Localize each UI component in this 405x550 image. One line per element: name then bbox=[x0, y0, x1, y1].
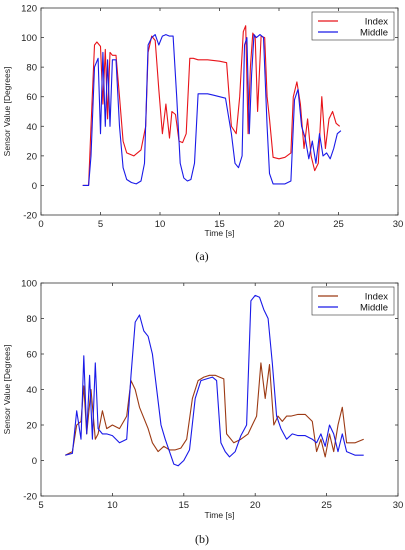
series-line-middle bbox=[82, 34, 342, 186]
legend-label-middle: Middle bbox=[360, 303, 388, 314]
series-lines bbox=[82, 25, 342, 186]
x-tick-label: 10 bbox=[155, 219, 166, 230]
legend-label-index: Index bbox=[365, 17, 388, 28]
y-tick-label: 0 bbox=[32, 456, 37, 467]
x-tick-label: 15 bbox=[214, 219, 225, 230]
x-tick-label: 20 bbox=[250, 500, 261, 511]
y-axis-label: Sensor Value [Degrees] bbox=[2, 67, 12, 157]
caption: (b) bbox=[195, 532, 209, 546]
y-tick-label: 20 bbox=[26, 421, 37, 432]
x-tick-label: 30 bbox=[393, 219, 404, 230]
x-tick-label: 25 bbox=[321, 500, 332, 511]
x-axis-label: Time [s] bbox=[205, 228, 235, 238]
y-tick-label: 60 bbox=[26, 92, 37, 103]
x-tick-label: 30 bbox=[393, 500, 404, 511]
x-tick-label: 0 bbox=[38, 219, 43, 230]
x-axis-label: Time [s] bbox=[205, 510, 235, 520]
plot-area bbox=[40, 7, 399, 216]
y-tick-label: 60 bbox=[26, 350, 37, 361]
caption: (a) bbox=[195, 249, 208, 263]
x-tick-label: 25 bbox=[333, 219, 344, 230]
x-tick-label: 5 bbox=[38, 500, 43, 511]
y-tick-label: 120 bbox=[21, 4, 37, 15]
y-tick-label: 100 bbox=[21, 33, 37, 44]
x-tick-label: 5 bbox=[98, 219, 103, 230]
plot-area bbox=[40, 282, 399, 497]
y-tick-label: 40 bbox=[26, 385, 37, 396]
y-tick-label: 100 bbox=[21, 279, 37, 290]
series-lines bbox=[65, 294, 364, 467]
y-tick-label: -20 bbox=[23, 492, 37, 503]
x-tick-label: 20 bbox=[274, 219, 285, 230]
y-tick-label: 20 bbox=[26, 151, 37, 162]
y-tick-label: 80 bbox=[26, 314, 37, 325]
series-line-middle bbox=[65, 294, 364, 467]
x-tick-label: 15 bbox=[179, 500, 190, 511]
legend-label-index: Index bbox=[365, 292, 388, 303]
legend-box bbox=[311, 286, 395, 316]
y-tick-label: 80 bbox=[26, 63, 37, 74]
y-tick-label: -20 bbox=[23, 211, 37, 222]
y-tick-label: 40 bbox=[26, 122, 37, 133]
legend-label-middle: Middle bbox=[360, 28, 388, 39]
series-line-index bbox=[65, 362, 364, 458]
axis-ticks: 5 10 15 20 25 30 -20 0 20 40 60 80 100 bbox=[21, 279, 403, 512]
x-tick-label: 10 bbox=[107, 500, 118, 511]
y-axis-label: Sensor Value [Degrees] bbox=[2, 345, 12, 435]
legend-box bbox=[311, 11, 395, 41]
y-tick-label: 0 bbox=[32, 181, 37, 192]
